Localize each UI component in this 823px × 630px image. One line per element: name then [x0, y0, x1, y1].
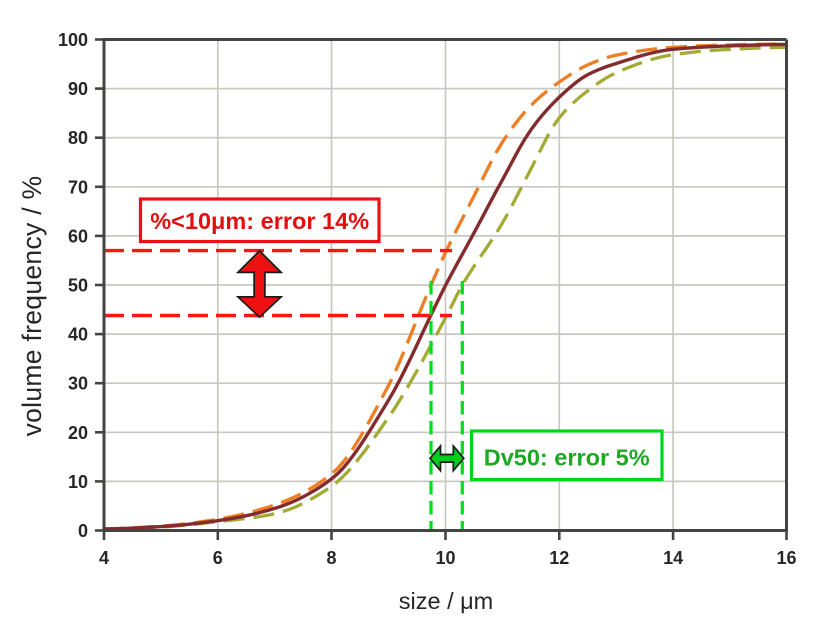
svg-text:14: 14	[663, 548, 683, 568]
svg-text:4: 4	[99, 548, 109, 568]
svg-text:10: 10	[435, 548, 455, 568]
svg-text:50: 50	[68, 276, 88, 296]
svg-text:volume frequency / %: volume frequency / %	[17, 176, 47, 437]
svg-text:80: 80	[68, 128, 88, 148]
svg-text:10: 10	[68, 472, 88, 492]
svg-text:%<10μm: error 14%: %<10μm: error 14%	[150, 208, 369, 234]
svg-text:0: 0	[78, 521, 88, 541]
svg-text:70: 70	[68, 177, 88, 197]
svg-text:8: 8	[326, 548, 336, 568]
svg-text:size / μm: size / μm	[399, 588, 494, 614]
svg-text:12: 12	[549, 548, 569, 568]
svg-text:20: 20	[68, 423, 88, 443]
svg-text:30: 30	[68, 374, 88, 394]
svg-text:90: 90	[68, 79, 88, 99]
svg-text:100: 100	[58, 30, 88, 50]
svg-text:60: 60	[68, 226, 88, 246]
svg-text:40: 40	[68, 325, 88, 345]
svg-text:6: 6	[213, 548, 223, 568]
svg-text:Dv50: error 5%: Dv50: error 5%	[484, 445, 650, 471]
svg-text:16: 16	[776, 548, 796, 568]
